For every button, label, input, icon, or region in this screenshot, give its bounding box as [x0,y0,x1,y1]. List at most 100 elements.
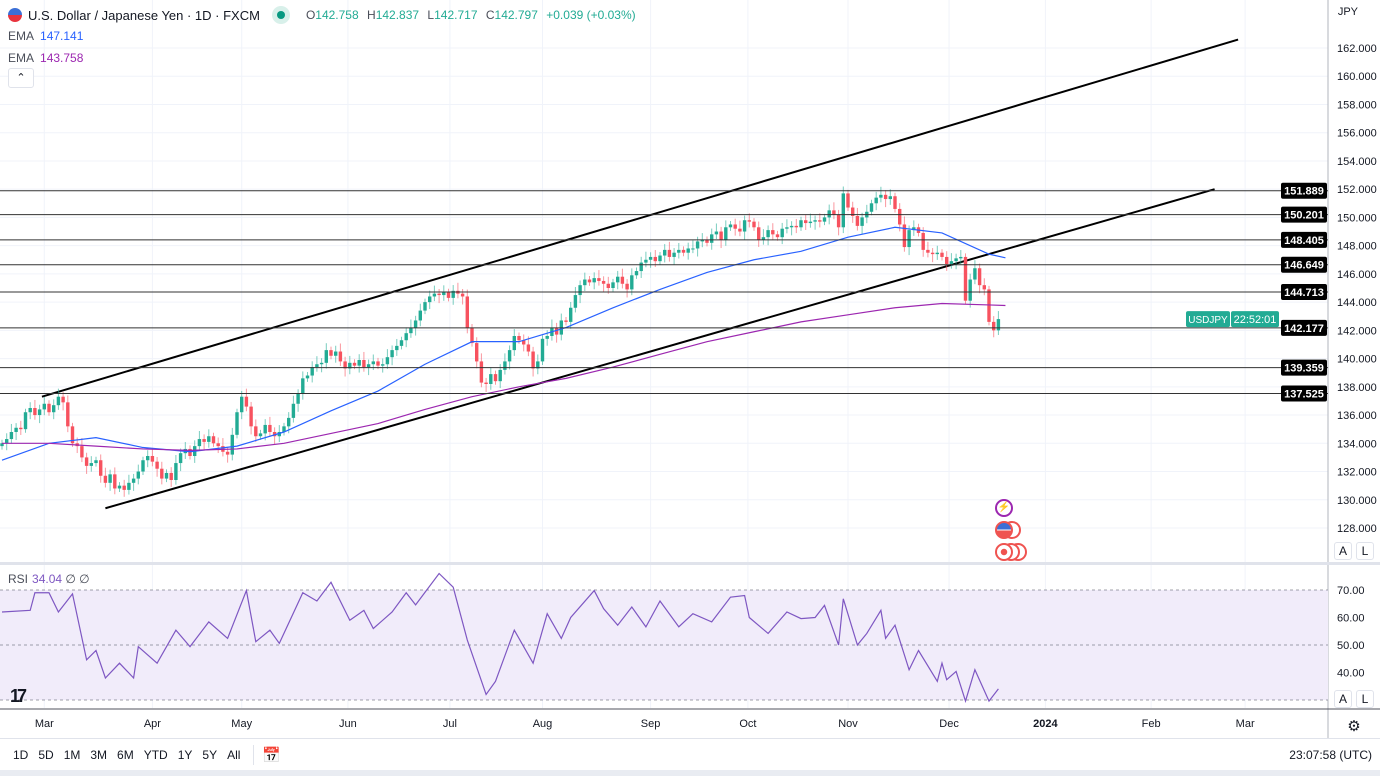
level-label-bg [1281,231,1327,248]
candle-body [263,424,267,434]
candle-body [395,345,399,351]
usd-jpy-flag-icon [8,8,22,22]
candle-body [672,252,676,257]
candle-body [728,224,733,228]
candle-body [700,240,704,242]
candle-body [681,249,686,253]
level-label: 142.177 [1284,323,1324,335]
candle-body [150,456,155,462]
candle-body [409,327,413,334]
candle-body [973,268,977,280]
log-scale-button[interactable]: L [1356,542,1374,560]
range-button-3m[interactable]: 3M [90,747,108,762]
candle-body [225,451,230,455]
y-tick-label: 148.000 [1337,241,1377,253]
candle-body [89,463,93,466]
bottom-toolbar: 1D 5D 1M 3M 6M YTD 1Y 5Y All 📅 23:07:58 (UTC) [0,738,1380,770]
candle-body [0,443,4,447]
candle-body [296,393,300,404]
candle-body [573,295,578,308]
clock[interactable]: 23:07:58 (UTC) [1289,748,1372,762]
candle-body [992,321,996,331]
candle-body [80,446,84,458]
collapse-legend-button[interactable]: ⌃ [8,68,34,88]
candle-body [399,340,404,346]
candle-body [498,369,502,382]
y-tick-label: 158.000 [1337,99,1377,111]
level-label-bg [1281,359,1327,376]
candle-body [507,350,512,362]
candle-body [625,283,629,290]
candle-body [99,460,103,476]
range-button-1d[interactable]: 1D [13,747,29,762]
candle-body [428,296,432,303]
candle-body [362,360,366,368]
candle-body [61,396,65,403]
range-button-1m[interactable]: 1M [63,747,81,762]
candle-body [136,471,140,479]
candle-body [921,232,925,250]
candle-body [512,336,516,351]
candle-body [235,412,239,435]
candle-body [188,448,192,456]
candle-body [202,439,206,442]
range-button-ytd[interactable]: YTD [143,747,168,762]
candle-body [554,327,559,335]
candle-body [677,249,681,253]
range-button-all[interactable]: All [227,747,241,762]
y-tick-label: 146.000 [1337,269,1377,281]
candle-body [912,227,916,231]
tradingview-logo[interactable]: 17 [10,686,27,706]
trend-line [41,38,1239,398]
candle-body [465,296,469,328]
auto-scale-button[interactable]: A [1334,542,1352,560]
candle-body [667,249,672,257]
candle-body [56,396,61,406]
symbol-title[interactable]: U.S. Dollar / Japanese Yen · 1D · FXCM [28,7,260,23]
candle-body [620,276,625,284]
range-button-5y[interactable]: 5Y [202,747,218,762]
rsi-legend[interactable]: RSI 34.04 ∅ ∅ [8,572,90,586]
candle-body [531,351,535,369]
range-button-6m[interactable]: 6M [117,747,134,762]
record-icon[interactable] [995,543,1013,561]
range-button-1y[interactable]: 1Y [177,747,193,762]
candle-body [503,361,507,370]
level-label-bg [1281,385,1327,402]
candle-body [907,230,911,248]
rsi-auto-scale-button[interactable]: A [1334,690,1352,708]
calendar-icon[interactable]: 📅 [262,746,282,764]
lightning-icon[interactable]: ⚡ [995,499,1013,517]
candle-body [522,340,526,345]
candle-body [968,279,972,301]
ema-fast-legend[interactable]: EMA 147.141 [8,29,84,43]
chart-canvas[interactable]: Mar Apr May Jun Jul Aug Sep Oct Nov Dec 2024 Feb Mar… [0,0,1380,738]
level-label: 137.525 [1284,389,1324,401]
us-flag-icon[interactable] [995,521,1013,539]
candle-body [597,278,601,281]
candle-body [141,460,145,472]
footer-strip [0,770,1380,776]
settings-gear-icon[interactable]: ⚙ [1347,718,1360,735]
candle-body [160,468,164,479]
symbol-legend: U.S. Dollar / Japanese Yen · 1D · FXCM O… [8,6,641,24]
candle-body [94,460,98,464]
y-tick-label: 152.000 [1337,184,1377,196]
candle-body [291,403,296,418]
market-open-status-icon [271,6,290,24]
candle-body [324,350,328,363]
range-button-5d[interactable]: 5D [38,747,54,762]
currency-label[interactable]: JPY [1337,6,1358,18]
range-buttons: 1D 5D 1M 3M 6M YTD 1Y 5Y All [0,748,245,762]
ema-slow-legend[interactable]: EMA 143.758 [8,51,84,65]
candle-body [526,344,531,352]
candle-body [451,290,455,298]
ema-slow-line [2,302,1006,451]
candle-body [423,302,427,311]
candle-body [545,336,549,339]
candle-body [103,475,108,483]
rsi-log-scale-button[interactable]: L [1356,690,1374,708]
x-tick-label: Jul [443,718,457,730]
x-tick-label: Sep [641,718,661,730]
candle-body [84,457,89,466]
